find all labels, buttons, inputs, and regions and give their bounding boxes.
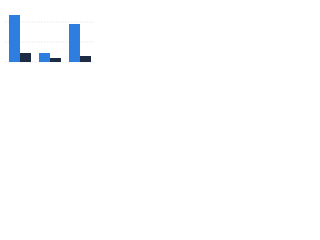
bar [39,53,50,62]
page: (() => { const data = JSON.parse(documen… [0,0,320,71]
chart [5,15,95,63]
bar [50,58,61,62]
bar [80,56,91,62]
bar [69,24,80,62]
bar [20,53,31,62]
bar [9,15,20,62]
